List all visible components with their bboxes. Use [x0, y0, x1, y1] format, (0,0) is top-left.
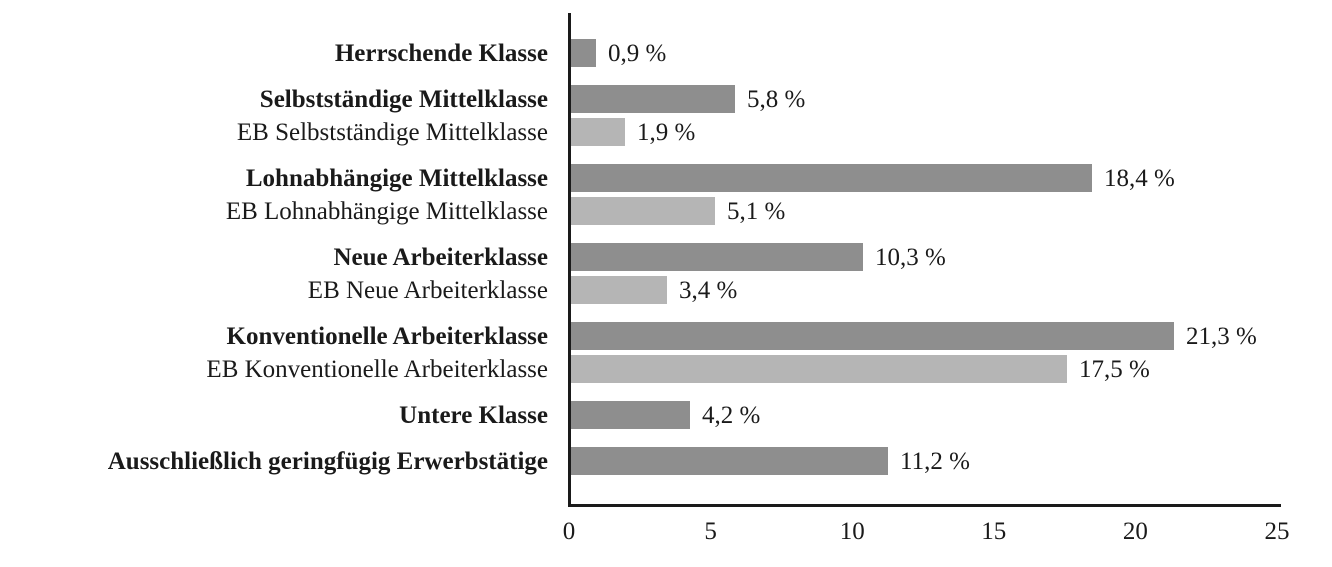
value-label: 17,5 %	[1079, 356, 1150, 383]
value-label: 4,2 %	[702, 402, 761, 429]
x-axis-line	[568, 504, 1281, 507]
category-label: EB Konventionelle Arbeiterklasse	[206, 356, 548, 383]
x-tick-label: 25	[1264, 518, 1290, 545]
bar-eb	[571, 355, 1067, 383]
x-tick-label: 15	[981, 518, 1007, 545]
bar-main	[571, 447, 888, 475]
category-label: Konventionelle Arbeiterklasse	[226, 323, 549, 350]
category-label: EB Lohnabhängige Mittelklasse	[225, 198, 548, 225]
bar-eb	[571, 197, 715, 225]
category-label: Herrschende Klasse	[334, 40, 548, 67]
category-label: Neue Arbeiterklasse	[333, 244, 548, 271]
y-axis-line	[568, 13, 571, 507]
value-label: 18,4 %	[1104, 165, 1175, 192]
value-label: 11,2 %	[900, 448, 970, 475]
x-tick-label: 10	[839, 518, 865, 545]
value-label: 21,3 %	[1186, 323, 1257, 350]
bar-eb	[571, 276, 667, 304]
x-tick-label: 20	[1122, 518, 1148, 545]
category-label: Selbstständige Mittelklasse	[259, 86, 548, 113]
bar-main	[571, 401, 690, 429]
category-label: Lohnabhängige Mittelklasse	[245, 165, 548, 192]
category-label: Ausschließlich geringfügig Erwerbstätige	[107, 448, 548, 475]
value-label: 1,9 %	[637, 119, 696, 146]
value-label: 5,8 %	[747, 86, 806, 113]
value-label: 3,4 %	[679, 277, 738, 304]
category-label: EB Selbstständige Mittelklasse	[236, 119, 548, 146]
x-tick-label: 0	[562, 518, 576, 545]
value-label: 10,3 %	[875, 244, 946, 271]
category-label: EB Neue Arbeiterklasse	[307, 277, 548, 304]
bar-main	[571, 164, 1092, 192]
bar-eb	[571, 118, 625, 146]
bar-main	[571, 39, 596, 67]
bar-main	[571, 85, 735, 113]
category-label: Untere Klasse	[399, 402, 548, 429]
x-tick-label: 5	[704, 518, 717, 545]
value-label: 5,1 %	[727, 198, 786, 225]
value-label: 0,9 %	[608, 40, 667, 67]
bar-main	[571, 243, 863, 271]
bar-main	[571, 322, 1174, 350]
